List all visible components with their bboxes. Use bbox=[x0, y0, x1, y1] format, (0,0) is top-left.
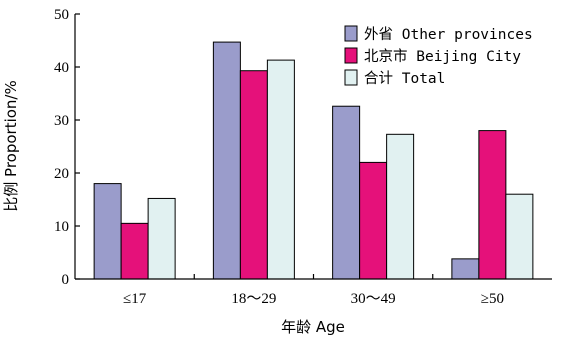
bar-2-1 bbox=[359, 161, 388, 280]
bar-1-2 bbox=[266, 59, 295, 280]
legend-swatch bbox=[344, 25, 358, 42]
legend-label: 外省 Other provinces bbox=[364, 26, 533, 43]
bar-1-0 bbox=[212, 41, 241, 280]
bar-3-1 bbox=[478, 130, 507, 280]
legend: 外省 Other provinces 北京市 Beijing City 合计 Tot… bbox=[344, 25, 533, 87]
legend-swatch bbox=[344, 69, 358, 86]
y-axis-title: 比例 Proportion/% bbox=[2, 80, 20, 211]
y-tick-label: 20 bbox=[54, 166, 69, 182]
bar-3-2 bbox=[505, 193, 534, 280]
x-tick-label: ≥50 bbox=[481, 291, 504, 307]
x-axis-ticks: ≤17 18～29 30～49 ≥50 bbox=[123, 274, 504, 307]
bar-2-2 bbox=[386, 133, 415, 280]
legend-label: 合计 Total bbox=[364, 70, 445, 87]
y-tick-label: 40 bbox=[54, 60, 69, 76]
bar-3-0 bbox=[451, 258, 480, 280]
bar-0-2 bbox=[147, 197, 176, 280]
x-axis-title: 年龄 Age bbox=[281, 318, 345, 336]
bar-0-0 bbox=[93, 183, 122, 280]
y-axis-ticks: 0 10 20 30 40 50 bbox=[54, 7, 80, 288]
y-tick-label: 30 bbox=[54, 113, 69, 129]
x-tick-label: ≤17 bbox=[123, 291, 147, 307]
bar-2-0 bbox=[332, 105, 361, 280]
y-tick-label: 50 bbox=[54, 7, 69, 23]
x-tick-label: 30～49 bbox=[351, 291, 396, 307]
y-tick-label: 0 bbox=[62, 272, 70, 288]
bar-1-1 bbox=[239, 70, 268, 280]
legend-swatch bbox=[344, 47, 358, 64]
y-tick-label: 10 bbox=[54, 219, 69, 235]
x-tick-label: 18～29 bbox=[231, 291, 276, 307]
bars-layer bbox=[93, 41, 534, 280]
bar-0-1 bbox=[120, 222, 149, 280]
legend-label: 北京市 Beijing City bbox=[364, 48, 521, 65]
